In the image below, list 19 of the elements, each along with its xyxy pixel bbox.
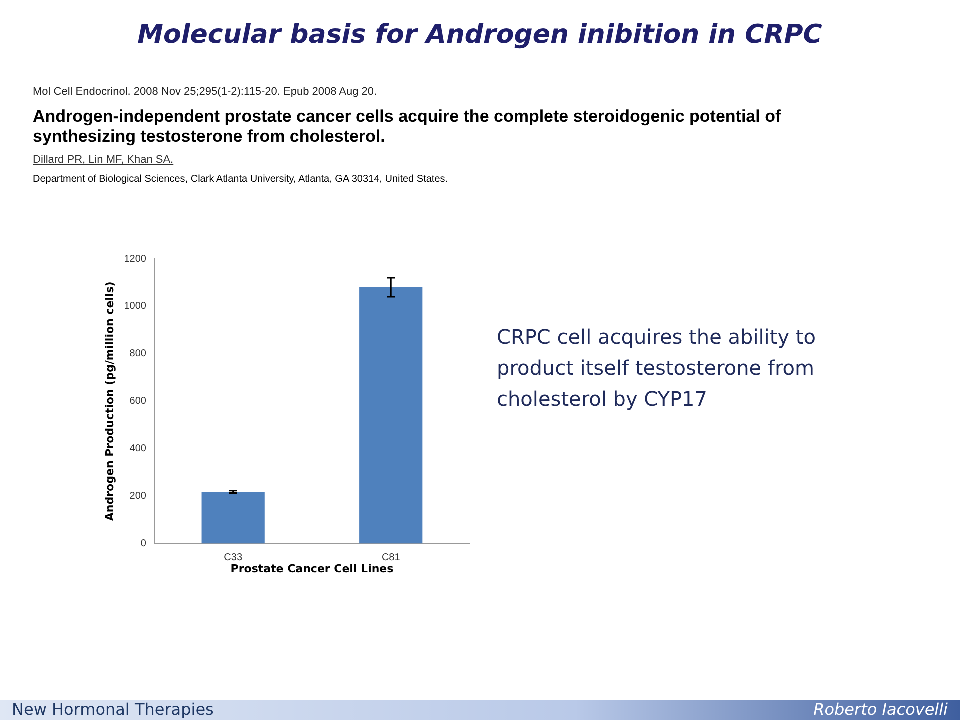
y-tick-label: 1200 xyxy=(124,254,147,265)
x-tick-label: C81 xyxy=(382,552,401,564)
y-tick-label: 800 xyxy=(130,348,147,360)
y-tick-label: 600 xyxy=(130,396,147,408)
y-tick-label: 0 xyxy=(140,538,147,550)
y-tick-label: 400 xyxy=(130,444,147,455)
text: Mol Cell Endocrinol. 2008 Nov 25;295(1-2):115-20. Epub 2008 Aug 20. xyxy=(33,86,378,98)
chart-title: Molecular basis for Androgen inibition in CRPC xyxy=(136,20,824,50)
text: Androgen-independent prostate cancer cells acquire the complete steroidogenic potential of synthesizing testosterone from cholesterol. xyxy=(33,107,782,147)
text: Department of Biological Sciences, Clark Atlanta University, Atlanta, GA 30314, United States. xyxy=(33,174,448,185)
y-tick-label: 200 xyxy=(130,491,147,502)
x-tick-label: C33 xyxy=(224,552,243,564)
text: New Hormonal Therapies xyxy=(12,700,214,719)
y-axis-title: Androgen Production (pg/million cells) xyxy=(103,282,116,522)
text: Dillard PR, Lin MF, Khan SA. xyxy=(33,154,174,166)
text: CRPC cell acquires the ability to product itself testosterone from cholesterol by CYP17 xyxy=(497,324,817,413)
y-tick-label: 1000 xyxy=(124,301,147,312)
text: Roberto Iacovelli xyxy=(814,700,948,719)
x-axis-title: Prostate Cancer Cell Lines xyxy=(230,562,394,576)
